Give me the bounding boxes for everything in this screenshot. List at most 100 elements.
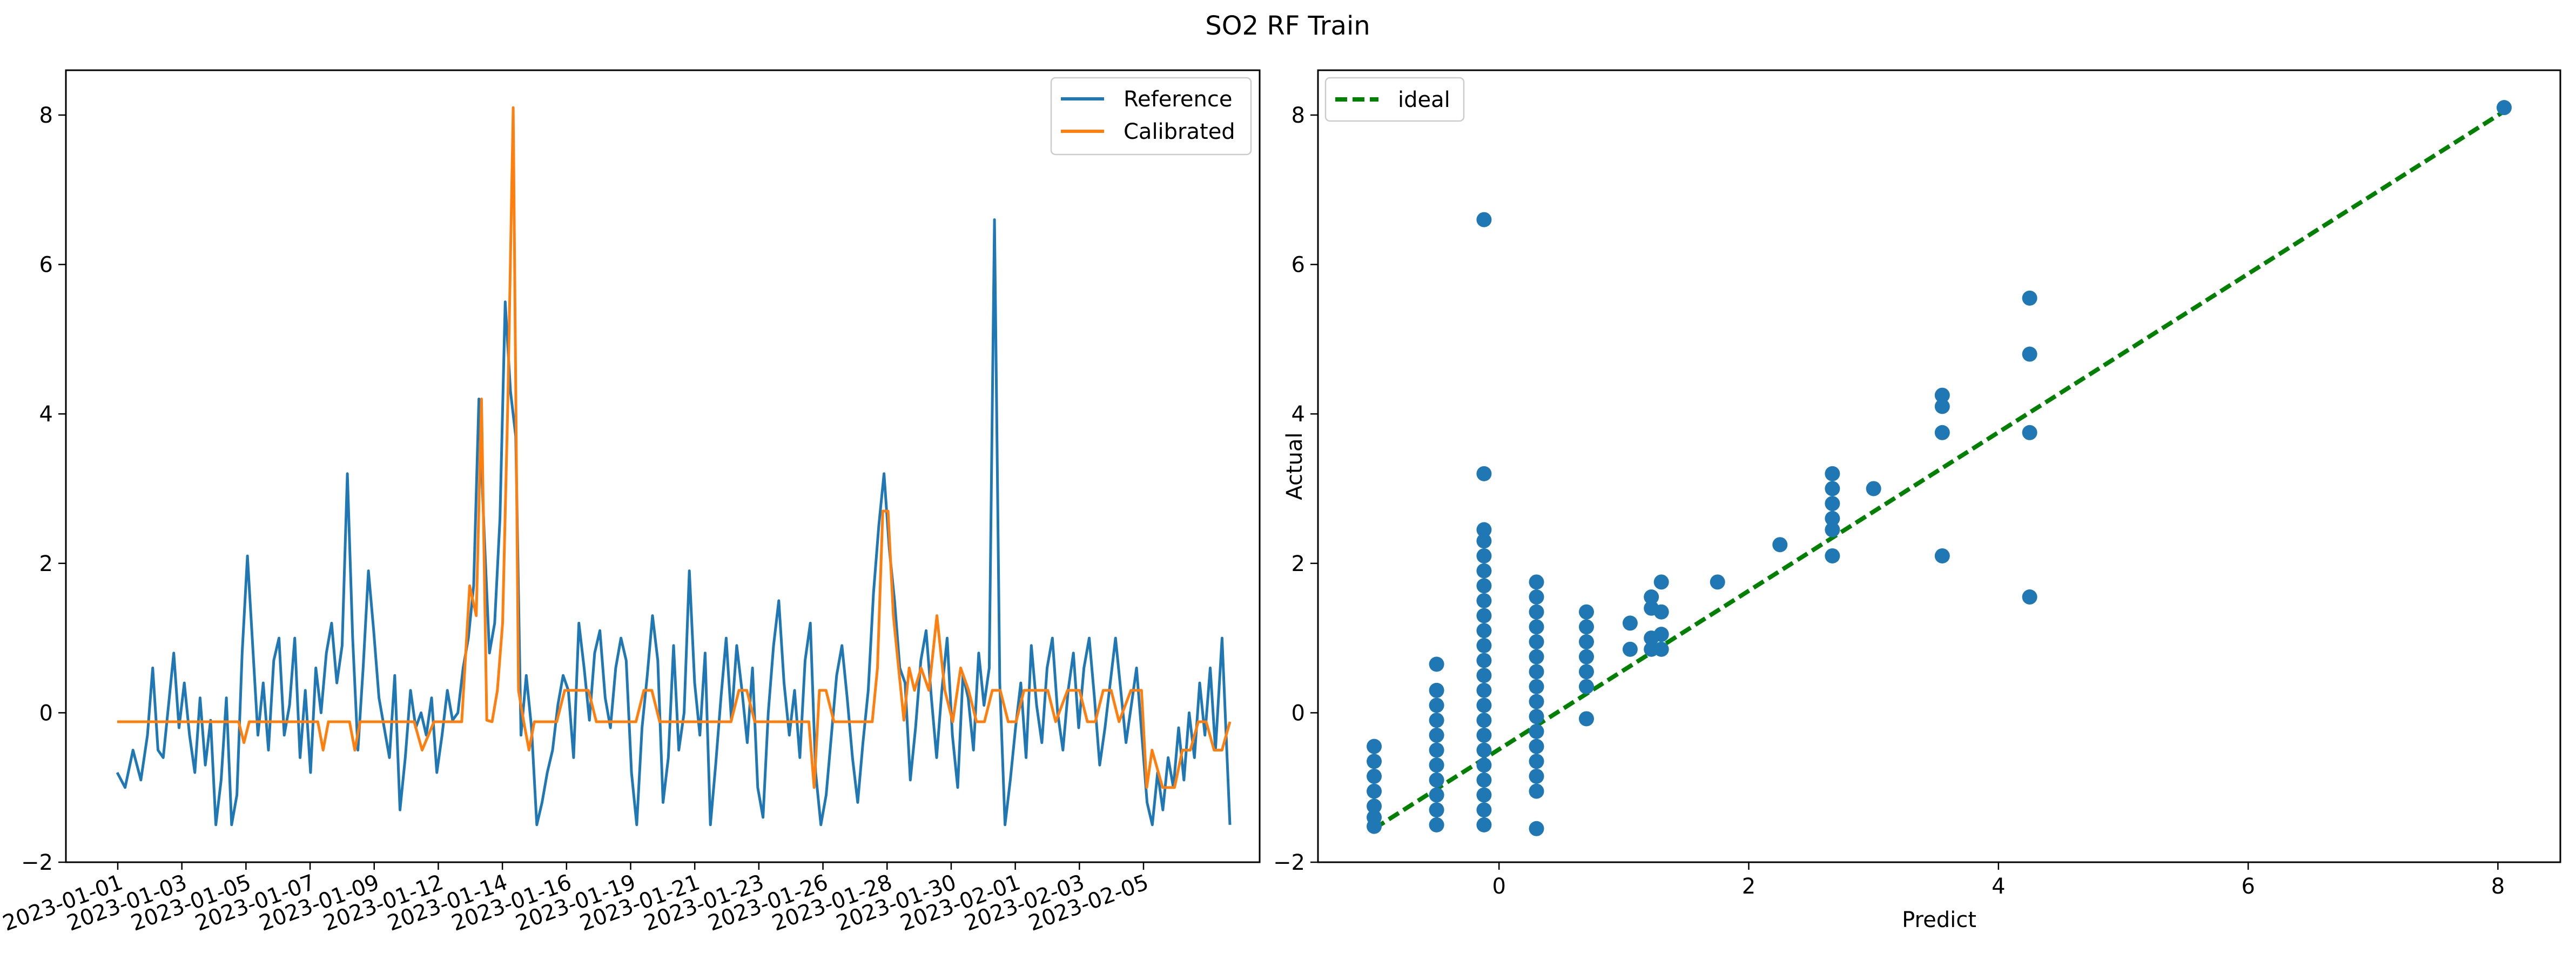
scatter-point	[1578, 664, 1594, 680]
scatter-point	[1476, 212, 1492, 227]
time-series-axes-frame	[65, 69, 1261, 863]
scatter-point	[1825, 496, 1840, 512]
y-tick-label: 6	[39, 253, 53, 278]
y-tick-label: 4	[1292, 402, 1305, 427]
time-series-y-ticks: −2 0 2 4 6 8	[21, 103, 66, 875]
y-tick-label: −2	[1273, 850, 1305, 875]
scatter-point	[1825, 548, 1840, 563]
x-tick-label: 8	[2491, 874, 2505, 899]
scatter-point	[1429, 697, 1444, 713]
scatter-point	[1367, 798, 1382, 814]
scatter-point	[1653, 574, 1669, 590]
scatter-point	[1578, 619, 1594, 635]
scatter-point	[1578, 604, 1594, 620]
time-series-lines	[116, 106, 1232, 827]
scatter-point	[1429, 727, 1444, 743]
scatter-point	[1578, 634, 1594, 650]
x-tick-label: 0	[1492, 874, 1505, 899]
scatter-point	[1934, 548, 1950, 563]
scatter-point	[2022, 346, 2037, 362]
scatter-point	[1578, 679, 1594, 694]
scatter-y-axis-label: Actual	[1282, 432, 1307, 500]
scatter-point	[1367, 818, 1382, 834]
scatter-point	[1476, 623, 1492, 639]
scatter-point	[1429, 757, 1444, 773]
scatter-point	[1476, 653, 1492, 668]
scatter-point	[1429, 772, 1444, 788]
scatter-legend-box	[1324, 77, 1465, 122]
scatter-point	[1529, 589, 1544, 605]
scatter-point	[1653, 627, 1669, 642]
x-tick-label: 6	[2241, 874, 2255, 899]
scatter-point	[1866, 481, 1881, 496]
scatter-point	[1429, 713, 1444, 728]
scatter-point	[1529, 604, 1544, 620]
scatter-point	[1429, 802, 1444, 818]
scatter-point	[1476, 802, 1492, 818]
scatter-point	[1825, 466, 1840, 481]
legend-label-calibrated: Calibrated	[1124, 119, 1235, 144]
scatter-point	[1476, 668, 1492, 683]
scatter-y-ticks: −2 0 2 4 6 8	[1273, 103, 1318, 875]
y-tick-label: 4	[39, 402, 53, 427]
legend-label-reference: Reference	[1124, 87, 1232, 112]
scatter-point	[1710, 574, 1725, 590]
scatter-point	[1429, 656, 1444, 672]
scatter-point	[1622, 615, 1638, 631]
scatter-point	[1429, 817, 1444, 833]
scatter-point	[1622, 641, 1638, 657]
scatter-point	[1476, 772, 1492, 788]
x-tick-label: 2	[1742, 874, 1756, 899]
scatter-point	[1529, 739, 1544, 754]
scatter-point	[1367, 783, 1382, 799]
y-tick-label: 8	[1292, 103, 1305, 128]
scatter-point	[1578, 711, 1594, 727]
y-tick-label: 2	[39, 552, 53, 576]
scatter-point	[2022, 425, 2037, 440]
scatter-point	[1476, 787, 1492, 803]
scatter-point	[1476, 713, 1492, 728]
scatter-point	[1367, 768, 1382, 784]
scatter-x-axis-label: Predict	[1902, 908, 1976, 932]
y-tick-label: 0	[39, 701, 53, 726]
scatter-point	[1934, 399, 1950, 414]
scatter-point	[1529, 694, 1544, 709]
scatter-point	[1529, 664, 1544, 680]
scatter-point	[2022, 290, 2037, 306]
y-tick-label: 8	[39, 103, 53, 128]
scatter-point	[1429, 742, 1444, 758]
scatter-point	[1367, 754, 1382, 769]
series-line-calibrated	[117, 106, 1232, 789]
scatter-point	[1476, 608, 1492, 623]
scatter-point	[1644, 589, 1659, 605]
scatter-point	[1653, 641, 1669, 657]
scatter-point	[1476, 466, 1492, 481]
scatter-point	[1934, 387, 1950, 403]
scatter-x-ticks: 0 2 4 6 8	[1492, 862, 2505, 899]
scatter-point	[2022, 589, 2037, 605]
ideal-line	[1373, 109, 2506, 831]
scatter-point	[1772, 537, 1788, 553]
scatter-point	[1529, 619, 1544, 635]
scatter-point	[1476, 548, 1492, 563]
scatter-legend: ideal	[1324, 77, 1465, 122]
scatter-point	[1529, 709, 1544, 724]
scatter-point	[1476, 742, 1492, 758]
scatter-point	[1529, 649, 1544, 664]
scatter-point	[1476, 522, 1492, 538]
scatter-point	[1653, 604, 1669, 620]
scatter-point	[1476, 578, 1492, 594]
time-series-legend-box	[1050, 77, 1252, 156]
scatter-point	[1529, 574, 1544, 590]
scatter-point	[1529, 754, 1544, 769]
figure-title: SO2 RF Train	[1205, 11, 1370, 41]
scatter-point	[1529, 768, 1544, 784]
scatter-point	[1476, 817, 1492, 833]
scatter-point	[1367, 739, 1382, 754]
scatter-axes-frame	[1317, 69, 2561, 863]
scatter-point	[1529, 679, 1544, 694]
scatter-point	[1825, 511, 1840, 526]
x-tick-label: 4	[1992, 874, 2005, 899]
scatter-point	[1578, 649, 1594, 664]
